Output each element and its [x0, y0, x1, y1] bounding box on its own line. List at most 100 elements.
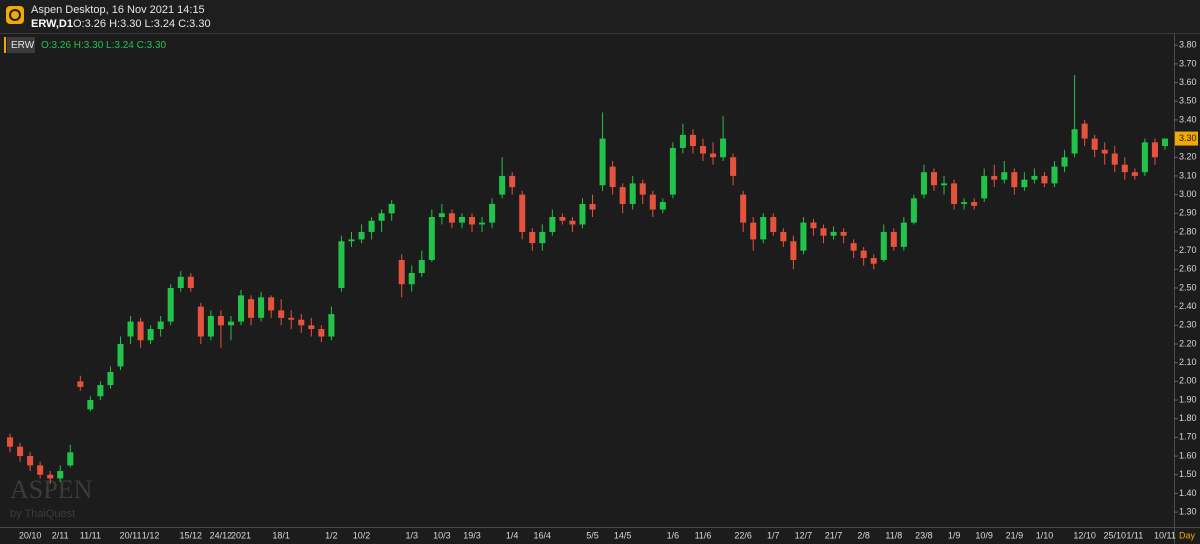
candle-body: [589, 203, 596, 210]
y-tick-label: 3.60: [1179, 77, 1197, 87]
x-tick-label: 2/11: [52, 530, 69, 540]
candle-body: [830, 231, 837, 236]
x-tick-label: 1/6: [667, 530, 680, 540]
y-tick-label: 1.40: [1179, 488, 1197, 498]
y-tick-label: 2.80: [1179, 226, 1197, 236]
candle-body: [238, 295, 245, 322]
candle-body: [900, 222, 907, 247]
candle-body: [679, 134, 686, 148]
candle-body: [981, 175, 988, 199]
candle-body: [308, 325, 315, 330]
candle-body: [559, 217, 566, 221]
x-tick-label: 2021: [231, 530, 251, 540]
y-tick-label: 1.60: [1179, 450, 1197, 460]
period-box: [1175, 528, 1200, 544]
candle-body: [549, 217, 556, 232]
candle-body: [468, 217, 476, 225]
candle-body: [639, 183, 646, 195]
x-tick-label: 1/4: [506, 530, 519, 540]
candle-body: [1091, 138, 1098, 150]
x-tick-label: 12/7: [795, 530, 813, 540]
x-tick-label: 2/8: [857, 530, 870, 540]
y-tick-label: 3.80: [1179, 40, 1197, 50]
x-tick-label: 1/10: [1036, 530, 1054, 540]
candle-body: [810, 222, 817, 229]
candle-body: [489, 203, 496, 223]
candle-body: [941, 183, 948, 186]
candle-body: [1141, 142, 1148, 173]
candle-body: [97, 385, 104, 397]
x-tick-label: 22/6: [734, 530, 752, 540]
y-tick-label: 1.90: [1179, 394, 1197, 404]
x-tick-label: 16/4: [534, 530, 552, 540]
candle-body: [1111, 153, 1118, 165]
x-tick-label: 11/6: [695, 530, 712, 540]
candle-body: [1071, 129, 1078, 154]
candle-body: [378, 213, 385, 221]
x-tick-label: 11/8: [885, 530, 902, 540]
candle-body: [298, 319, 305, 326]
candle-body: [117, 343, 124, 367]
symbol-label: ERW,D1: [31, 18, 73, 30]
y-tick-label: 1.70: [1179, 432, 1197, 442]
candle-body: [368, 220, 375, 232]
candle-body: [227, 321, 234, 326]
x-tick-label: 11/11: [80, 530, 101, 540]
x-tick-label: 25/10: [1103, 530, 1126, 540]
candle-body: [519, 194, 526, 232]
candle-body: [358, 231, 365, 240]
watermark: ASPEN by ThaiQuest: [10, 475, 93, 520]
candle-body: [1051, 166, 1058, 184]
candle-body: [87, 400, 94, 410]
x-tick-label: 1/9: [948, 530, 961, 540]
y-tick-label: 1.50: [1179, 469, 1197, 479]
candle-body: [167, 287, 174, 322]
candle-body: [720, 138, 727, 158]
y-tick-label: 3.70: [1179, 58, 1197, 68]
candle-body: [147, 329, 154, 341]
y-tick-label: 2.20: [1179, 338, 1197, 348]
candle-body: [398, 259, 405, 285]
candle-body: [388, 203, 395, 214]
x-tick-label: 21/7: [825, 530, 843, 540]
candle-body: [17, 446, 24, 457]
header-ohlc: O:3.26 H:3.30 L:3.24 C:3.30: [73, 18, 211, 30]
candle-body: [820, 228, 827, 236]
x-tick-label: 21/9: [1006, 530, 1024, 540]
candle-body: [971, 202, 978, 206]
candle-body: [529, 231, 536, 244]
candle-body: [790, 241, 797, 260]
candle-body: [599, 138, 606, 186]
candle-body: [448, 213, 455, 223]
x-tick-label: 14/5: [614, 530, 632, 540]
y-tick-label: 2.50: [1179, 282, 1197, 292]
candle-body: [428, 217, 435, 260]
candle-body: [418, 259, 425, 274]
candle-body: [991, 175, 998, 180]
candle-body: [7, 437, 14, 447]
candle-body: [1021, 179, 1028, 188]
y-tick-label: 2.10: [1179, 357, 1197, 367]
candle-body: [197, 306, 204, 337]
candle-body: [458, 217, 465, 223]
candle-body: [248, 299, 255, 318]
candle-body: [619, 187, 626, 204]
legend: ERW O:3.26 H:3.30 L:3.24 C:3.30: [4, 37, 167, 53]
candle-body: [27, 456, 34, 466]
candle-body: [730, 157, 737, 176]
x-tick-label: 12/10: [1073, 530, 1096, 540]
candle-body: [1101, 149, 1108, 154]
window-title: Aspen Desktop, 16 Nov 2021 14:15: [31, 4, 205, 16]
candle-body: [1161, 138, 1168, 147]
candle-body: [750, 222, 757, 240]
candle-body: [1041, 175, 1048, 184]
candle-body: [961, 202, 968, 204]
candle-body: [569, 220, 576, 225]
candle-body: [328, 314, 335, 337]
candle-body: [207, 315, 214, 337]
x-tick-label: 10/11: [1154, 530, 1176, 540]
y-tick-label: 2.70: [1179, 245, 1197, 255]
candle-body: [1001, 172, 1008, 180]
y-tick-label: 2.30: [1179, 320, 1197, 330]
